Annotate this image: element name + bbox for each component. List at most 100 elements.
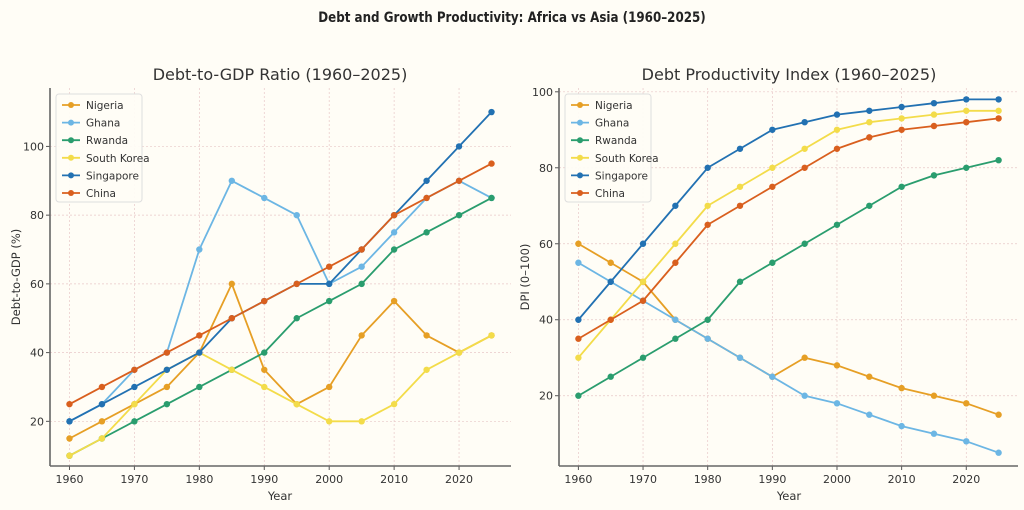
- data-point: [575, 316, 582, 323]
- data-point: [261, 297, 268, 305]
- data-point: [455, 349, 463, 356]
- y-tick-label: 80: [539, 162, 553, 175]
- legend-label: Nigeria: [595, 100, 633, 112]
- data-point: [575, 354, 582, 361]
- y-axis-label: Debt-to-GDP (%): [9, 229, 23, 325]
- data-point: [704, 316, 711, 323]
- data-point: [801, 240, 808, 247]
- data-point: [196, 246, 203, 253]
- data-point: [131, 400, 138, 408]
- gridlines: [559, 88, 1018, 466]
- data-point: [325, 418, 333, 425]
- legend-swatch-marker: [577, 190, 583, 196]
- y-tick-label: 100: [23, 140, 44, 153]
- data-point: [390, 246, 398, 253]
- data-point: [293, 400, 300, 408]
- x-tick-label: 1970: [120, 473, 148, 486]
- data-point: [575, 259, 582, 266]
- data-point: [704, 202, 711, 209]
- data-point: [639, 297, 647, 304]
- series-south-korea: [575, 107, 1002, 361]
- legend-swatch-marker: [577, 137, 583, 144]
- data-point: [672, 240, 679, 247]
- data-point: [898, 126, 905, 133]
- data-point: [930, 111, 938, 118]
- legend-swatch-marker: [577, 172, 583, 179]
- data-point: [833, 221, 841, 228]
- x-tick-label: 1960: [564, 473, 592, 486]
- data-point: [833, 400, 841, 407]
- legend-label: China: [86, 188, 116, 200]
- data-point: [898, 115, 905, 122]
- x-axis-label: Year: [267, 489, 293, 503]
- data-point: [228, 315, 236, 322]
- chart-debt-to-gdp: Debt-to-GDP Ratio (1960–2025) Year Debt-…: [9, 65, 511, 503]
- data-point: [769, 183, 776, 190]
- data-point: [995, 96, 1002, 103]
- legend-label: Ghana: [86, 118, 120, 130]
- data-point: [325, 280, 333, 288]
- data-point: [930, 430, 938, 437]
- chart-debt-productivity-index: Debt Productivity Index (1960–2025) Year…: [518, 65, 1018, 503]
- data-point: [455, 211, 463, 219]
- x-tick-label: 2000: [315, 473, 343, 486]
- data-point: [995, 411, 1002, 418]
- y-tick-label: 60: [539, 238, 553, 251]
- data-point: [66, 400, 73, 408]
- data-point: [672, 316, 679, 323]
- data-point: [423, 366, 430, 373]
- series-ghana: [575, 259, 1002, 456]
- figure-title: Debt and Growth Productivity: Africa vs …: [318, 10, 706, 26]
- data-point: [163, 400, 171, 408]
- data-point: [575, 335, 582, 342]
- data-point: [98, 435, 106, 442]
- series-line: [577, 98, 999, 321]
- series-nigeria: [575, 240, 1002, 418]
- data-point: [963, 107, 970, 114]
- legend-item: Nigeria: [62, 100, 124, 112]
- data-point: [833, 111, 841, 118]
- data-point: [488, 108, 495, 116]
- legend-swatch-marker: [68, 190, 74, 196]
- legend-item: Nigeria: [571, 100, 633, 112]
- legend-swatch-marker: [68, 154, 74, 161]
- data-point: [607, 259, 614, 266]
- chart-title: Debt Productivity Index (1960–2025): [642, 65, 937, 84]
- legend-swatch-marker: [577, 102, 583, 108]
- x-tick-label: 2010: [380, 473, 408, 486]
- series-line: [577, 261, 999, 454]
- data-point: [575, 392, 582, 399]
- data-point: [769, 126, 776, 133]
- data-point: [736, 145, 744, 152]
- data-point: [963, 96, 970, 103]
- data-point: [898, 422, 905, 430]
- legend-item: Ghana: [571, 118, 629, 130]
- data-point: [390, 211, 398, 219]
- data-point: [325, 263, 333, 270]
- data-point: [293, 315, 300, 322]
- data-point: [704, 221, 711, 228]
- data-point: [66, 418, 73, 425]
- gridlines: [50, 88, 511, 466]
- series-line: [577, 109, 999, 359]
- legend-swatch-marker: [577, 154, 583, 161]
- data-point: [131, 383, 138, 391]
- data-point: [358, 332, 365, 339]
- data-point: [488, 332, 495, 339]
- x-tick-label: 2000: [823, 473, 851, 486]
- data-point: [995, 449, 1002, 456]
- data-point: [833, 362, 841, 369]
- series-line: [577, 159, 999, 397]
- series-line: [69, 162, 492, 405]
- data-point: [898, 103, 905, 111]
- y-tick-label: 40: [30, 347, 44, 360]
- legend-swatch-marker: [68, 137, 74, 144]
- data-point: [898, 183, 905, 190]
- data-point: [228, 280, 236, 288]
- data-point: [293, 211, 300, 219]
- data-point: [261, 366, 268, 373]
- y-tick-label: 20: [539, 390, 553, 403]
- data-point: [866, 373, 873, 380]
- data-point: [866, 202, 873, 209]
- y-tick-label: 60: [30, 278, 44, 291]
